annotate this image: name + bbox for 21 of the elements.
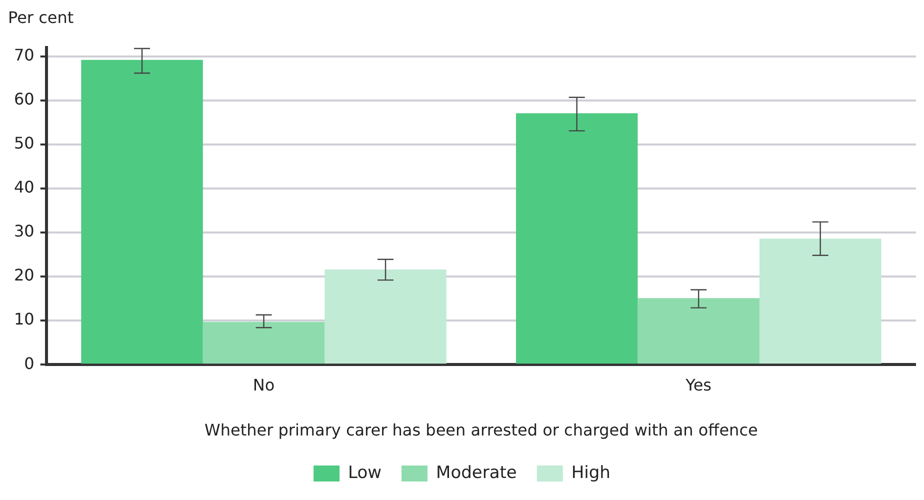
bar xyxy=(759,238,882,364)
y-tick-label: 0 xyxy=(24,354,34,373)
bar xyxy=(202,322,325,364)
y-tick-label: 30 xyxy=(14,222,34,241)
x-tick-label: Yes xyxy=(684,375,712,394)
y-tick-label: 50 xyxy=(14,134,34,153)
y-tick-label: 70 xyxy=(14,46,34,65)
bar xyxy=(324,270,446,364)
y-tick-label: 20 xyxy=(14,266,34,285)
y-tick-label: 60 xyxy=(14,90,34,109)
bar xyxy=(81,60,203,364)
x-tick-label: No xyxy=(252,375,275,394)
y-axis-title: Per cent xyxy=(8,8,75,29)
bar xyxy=(516,113,638,364)
y-tick-label: 10 xyxy=(14,310,34,329)
legend-label: Moderate xyxy=(436,462,517,483)
bar xyxy=(638,298,760,364)
legend-label: Low xyxy=(348,462,382,483)
y-tick-label: 40 xyxy=(14,178,34,197)
legend-label: High xyxy=(571,462,610,483)
x-axis-title: Whether primary carer has been arrested or charged with an offence xyxy=(204,420,758,440)
